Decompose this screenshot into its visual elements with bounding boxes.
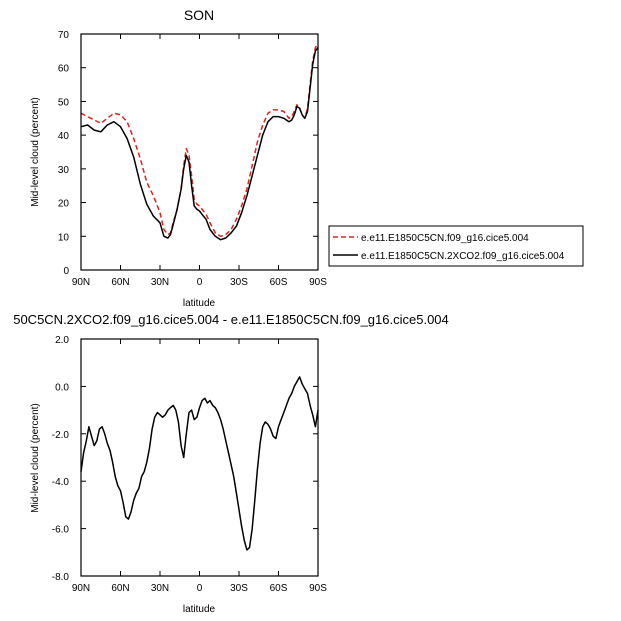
- bottom-plot-xtick-label: 90S: [309, 583, 327, 594]
- top-plot-panel: SON Mid-level cloud (percent) latitude 9…: [30, 7, 327, 309]
- bottom-plot-xtick-label: 30N: [151, 583, 169, 594]
- bottom-plot-title: 50C5CN.2XCO2.f09_g16.cice5.004 - e.e11.E…: [13, 312, 449, 327]
- bottom-plot-ytick-label: -6.0: [52, 525, 70, 536]
- top-plot-xtick-label: 90N: [72, 277, 90, 288]
- legend-label-2xco2: e.e11.E1850C5CN.2XCO2.f09_g16.cice5.004: [361, 251, 565, 262]
- top-plot-lines: [80, 43, 319, 241]
- legend-label-control: e.e11.E1850C5CN.f09_g16.cice5.004: [361, 233, 529, 244]
- top-plot-ytick-label: 20: [58, 199, 70, 210]
- legend-box: [328, 225, 584, 267]
- top-plot-ytick-label: 0: [63, 266, 69, 277]
- top-plot-xtick-label: 0: [197, 277, 203, 288]
- bottom-plot-series-line-0: [80, 376, 319, 551]
- top-plot-ticks: 90N 60N 30N 0 30S 60S 90S 0 10 20 30 40 50 60 70: [58, 30, 327, 288]
- bottom-plot-xtick-label: 60S: [270, 583, 288, 594]
- bottom-plot-xtick-label: 30S: [230, 583, 248, 594]
- bottom-plot-ytick-label: -2.0: [52, 430, 70, 441]
- bottom-plot-xtick-label: 0: [197, 583, 203, 594]
- bottom-plot-ticks: 90N 60N 30N 0 30S 60S 90S -8.0 -6.0 -4.0 -2.0 0.0 2.…: [52, 335, 327, 594]
- top-plot-xtick-label: 90S: [309, 277, 327, 288]
- top-plot-xtick-label: 30S: [230, 277, 248, 288]
- top-plot-ytick-label: 60: [58, 64, 70, 75]
- legend: e.e11.E1850C5CN.f09_g16.cice5.004 e.e11.…: [328, 225, 584, 267]
- bottom-plot-ytick-label: 2.0: [55, 335, 69, 346]
- bottom-plot-ylabel: Mid-level cloud (percent): [30, 403, 41, 513]
- top-plot-series-line-0: [80, 43, 319, 238]
- bottom-plot-ytick-label: -8.0: [52, 572, 70, 583]
- top-plot-ytick-label: 40: [58, 131, 70, 142]
- top-plot-ylabel: Mid-level cloud (percent): [30, 97, 41, 207]
- bottom-plot-xtick-label: 60N: [111, 583, 129, 594]
- top-plot-title: SON: [184, 7, 214, 23]
- top-plot-series-line-1: [80, 47, 319, 241]
- top-plot-xtick-label: 30N: [151, 277, 169, 288]
- top-plot-ytick-label: 10: [58, 232, 70, 243]
- top-plot-ytick-label: 50: [58, 97, 70, 108]
- bottom-plot-ytick-label: -4.0: [52, 477, 70, 488]
- bottom-plot-xlabel: latitude: [183, 604, 216, 615]
- top-plot-xlabel: latitude: [183, 298, 216, 309]
- top-plot-xtick-label: 60S: [270, 277, 288, 288]
- bottom-plot-lines: [80, 376, 319, 551]
- bottom-plot-ytick-label: 0.0: [55, 382, 69, 393]
- bottom-plot-panel: 50C5CN.2XCO2.f09_g16.cice5.004 - e.e11.E…: [13, 312, 449, 615]
- top-plot-frame: [80, 33, 319, 271]
- bottom-plot-frame: [80, 338, 319, 577]
- top-plot-xtick-label: 60N: [111, 277, 129, 288]
- bottom-plot-xtick-label: 90N: [72, 583, 90, 594]
- top-plot-ytick-label: 70: [58, 30, 70, 41]
- top-plot-ytick-label: 30: [58, 165, 70, 176]
